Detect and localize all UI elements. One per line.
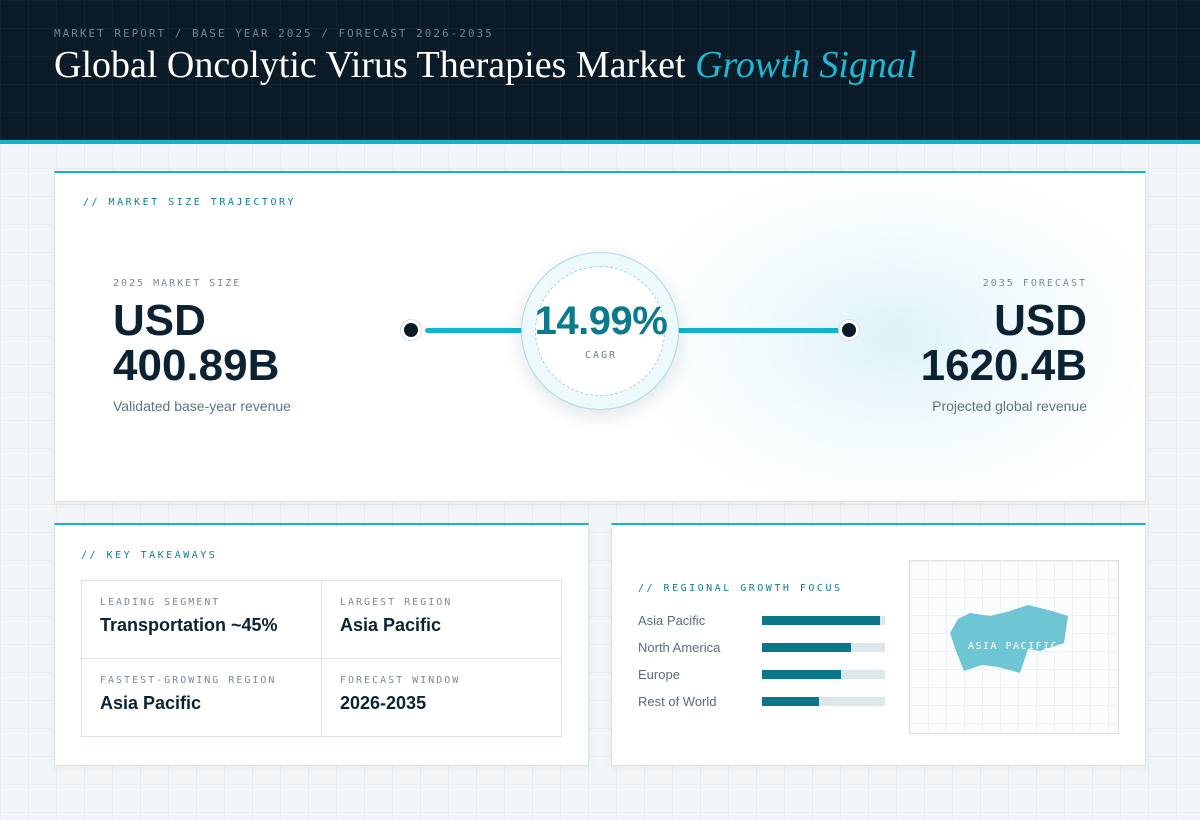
bar-label: Rest of World (638, 694, 717, 709)
end-caption: 2035 FORECAST (982, 278, 1087, 289)
end-currency: USD (994, 296, 1087, 345)
takeaways-grid: LEADING SEGMENT Transportation ~45% LARG… (81, 580, 562, 737)
bar-label: North America (638, 640, 721, 655)
takeaway-value: 2026-2035 (340, 693, 427, 713)
end-point (839, 320, 859, 340)
end-value: 1620.4B (920, 341, 1087, 390)
end-subtext: Projected global revenue (932, 398, 1087, 414)
takeaway-cell: LARGEST REGION Asia Pacific (321, 581, 561, 659)
bar-fill (762, 616, 881, 625)
takeaway-cell: FASTEST-GROWING REGION Asia Pacific (82, 658, 322, 736)
section-label: // MARKET SIZE TRAJECTORY (83, 197, 297, 208)
page-title: Global Oncolytic Virus Therapies Market … (54, 43, 916, 87)
page-header: MARKET REPORT / BASE YEAR 2025 / FORECAS… (0, 0, 1200, 144)
start-value: 400.89B (113, 341, 280, 390)
cagr-badge: 14.99% CAGR (521, 252, 679, 410)
map-label: ASIA PACIFIC (968, 641, 1059, 652)
cagr-value: 14.99% (534, 299, 668, 343)
takeaway-cell: FORECAST WINDOW 2026-2035 (321, 658, 561, 736)
section-label: // KEY TAKEAWAYS (81, 550, 218, 561)
takeaway-caption: LEADING SEGMENT (100, 597, 221, 608)
key-takeaways-card: // KEY TAKEAWAYS LEADING SEGMENT Transpo… (54, 523, 589, 766)
takeaway-caption: FORECAST WINDOW (340, 675, 461, 686)
bar-track (762, 670, 885, 679)
takeaway-value: Asia Pacific (340, 615, 442, 635)
start-currency: USD (113, 296, 206, 345)
cagr-caption: CAGR (584, 350, 618, 361)
regional-growth-card: // REGIONAL GROWTH FOCUS Asia Pacific No… (611, 523, 1146, 766)
title-accent: Growth Signal (695, 44, 917, 86)
takeaway-cell: LEADING SEGMENT Transportation ~45% (82, 581, 322, 659)
bar-track (762, 697, 885, 706)
background-glow (615, 173, 1145, 501)
takeaway-caption: LARGEST REGION (340, 597, 453, 608)
bar-track (762, 616, 885, 625)
takeaway-value: Asia Pacific (100, 693, 202, 713)
bar-fill (762, 643, 851, 652)
bar-track (762, 643, 885, 652)
title-main: Global Oncolytic Virus Therapies Market (54, 44, 686, 86)
bar-label: Asia Pacific (638, 613, 706, 628)
start-subtext: Validated base-year revenue (113, 398, 291, 414)
breadcrumb: MARKET REPORT / BASE YEAR 2025 / FORECAS… (54, 27, 494, 40)
market-size-trajectory-card: // MARKET SIZE TRAJECTORY 2025 MARKET SI… (54, 171, 1146, 502)
takeaway-caption: FASTEST-GROWING REGION (100, 675, 277, 686)
cagr-inner-ring (535, 266, 665, 396)
bar-fill (762, 697, 819, 706)
start-caption: 2025 MARKET SIZE (113, 278, 242, 289)
region-map: ASIA PACIFIC (909, 560, 1119, 734)
section-label: // REGIONAL GROWTH FOCUS (638, 583, 843, 594)
takeaway-value: Transportation ~45% (100, 615, 278, 635)
bar-label: Europe (638, 667, 680, 682)
bar-fill (762, 670, 841, 679)
asia-pacific-shape-icon (950, 605, 1068, 673)
start-point (401, 320, 421, 340)
